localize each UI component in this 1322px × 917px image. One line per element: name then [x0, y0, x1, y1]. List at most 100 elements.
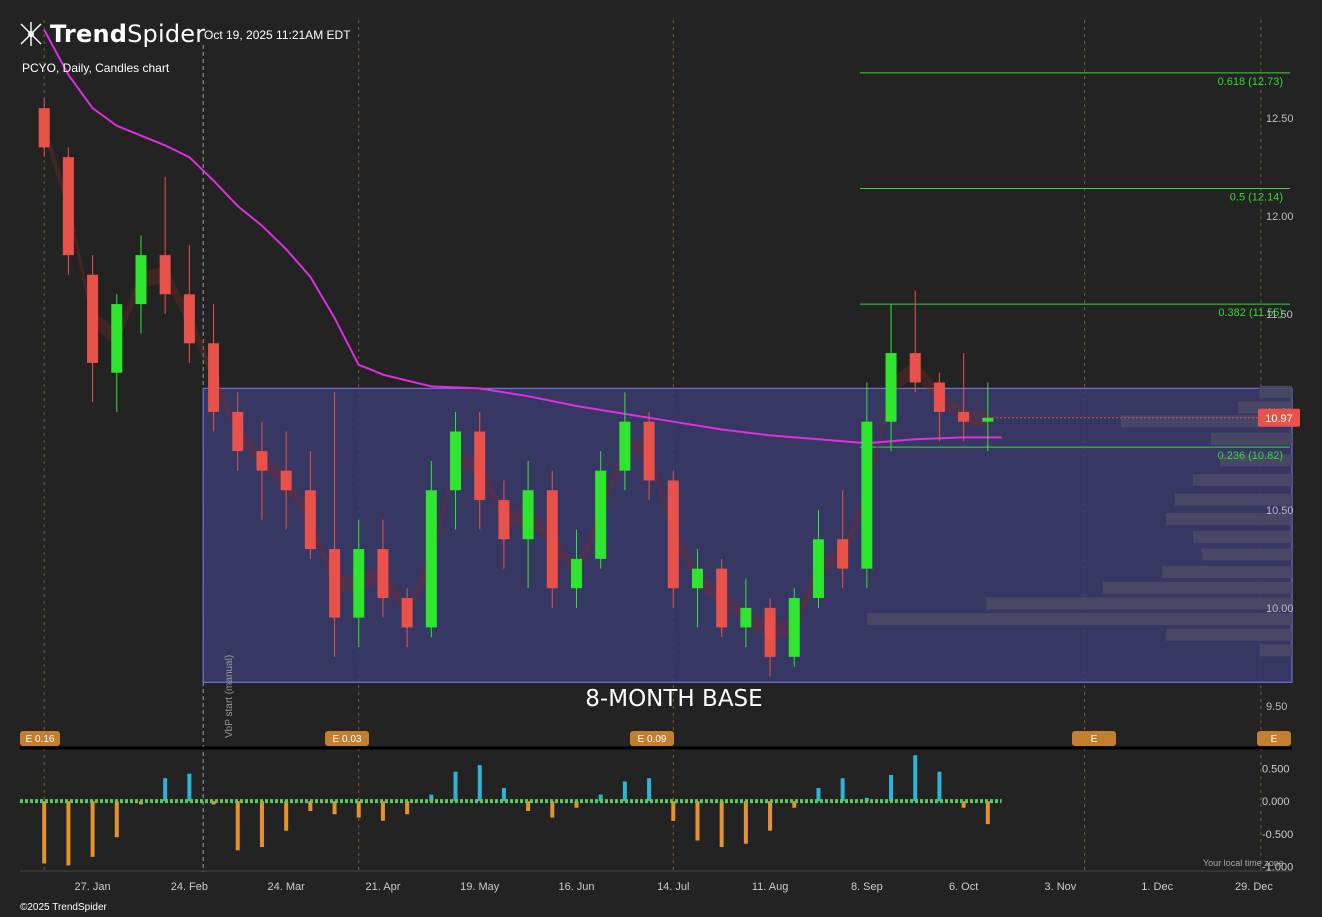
volume-profile-bar: [986, 597, 1292, 610]
osc-tick-label: -0.500: [1262, 829, 1293, 841]
candle: [982, 417, 994, 422]
symbol-line: PCYO, Daily, Candles chart: [22, 61, 170, 75]
spider-logo-icon: [20, 22, 42, 46]
candle: [450, 431, 462, 491]
chart-datetime: Oct 19, 2025 11:21AM EDT: [204, 28, 351, 42]
volume-profile-bar: [867, 613, 1292, 626]
candle: [909, 353, 921, 383]
candle: [329, 549, 341, 618]
earnings-tag-label: E 0.16: [26, 734, 55, 745]
candle: [280, 470, 292, 491]
vbp-start-label: VbP start (manual): [224, 655, 235, 738]
y-tick-label: 10.50: [1266, 505, 1294, 517]
candle: [87, 274, 99, 363]
x-tick-label: 27. Jan: [75, 881, 111, 893]
candle: [62, 157, 74, 256]
candle: [377, 549, 389, 599]
x-tick-label: 1. Dec: [1141, 881, 1173, 893]
x-tick-label: 29. Dec: [1235, 881, 1273, 893]
x-tick-label: 8. Sep: [851, 881, 883, 893]
candle: [546, 490, 558, 589]
volume-profile-bar: [1259, 644, 1292, 657]
candle: [667, 480, 679, 589]
candle: [159, 255, 171, 295]
earnings-tag: [325, 731, 369, 746]
candle: [691, 568, 703, 589]
volume-profile-bar: [1162, 566, 1292, 579]
fib-level-label: 0.5 (12.14): [1230, 192, 1283, 204]
candle: [353, 549, 365, 618]
earnings-tag: [630, 731, 674, 746]
x-tick-label: 14. Jul: [657, 881, 689, 893]
candle: [522, 490, 534, 540]
volume-profile-bar: [1193, 530, 1292, 543]
candle: [256, 451, 268, 471]
candle: [425, 490, 437, 628]
candle: [740, 607, 752, 628]
candle: [788, 598, 800, 657]
candle: [571, 558, 582, 589]
candle: [111, 304, 123, 373]
earnings-tag-label: E 0.09: [638, 734, 667, 745]
candle: [716, 568, 728, 628]
earnings-tag: [1072, 731, 1116, 746]
brand-name: TrendSpider: [50, 20, 206, 48]
ma-line: [43, 29, 1002, 445]
volume-profile-bar: [1193, 473, 1292, 486]
y-tick-label: 12.50: [1266, 113, 1294, 125]
y-tick-label: 9.50: [1266, 701, 1287, 713]
candle: [498, 500, 510, 540]
last-price-label: 10.97: [1265, 413, 1293, 425]
x-tick-label: 6. Oct: [949, 881, 978, 893]
x-tick-label: 3. Nov: [1045, 881, 1077, 893]
candle: [643, 421, 655, 481]
x-tick-label: 24. Feb: [171, 881, 208, 893]
candle: [958, 411, 970, 422]
volume-profile-bar: [1220, 454, 1292, 467]
x-tick-label: 24. Mar: [268, 881, 306, 893]
earnings-tag-label: E: [1091, 734, 1098, 745]
candle: [933, 382, 945, 412]
timezone-note: Your local time zone: [1203, 858, 1284, 868]
x-tick-label: 11. Aug: [752, 881, 789, 893]
y-tick-label: 10.00: [1266, 603, 1294, 615]
copyright: ©2025 TrendSpider: [20, 902, 107, 913]
osc-tick-label: 0.500: [1262, 763, 1290, 775]
osc-tick-label: -1.000: [1262, 862, 1293, 874]
volume-profile-bar: [1211, 432, 1292, 445]
last-price-tag: [1258, 408, 1300, 427]
candle: [208, 343, 220, 412]
candle: [764, 607, 776, 657]
candle: [38, 108, 50, 148]
candle: [837, 539, 849, 569]
earnings-tag-label: E 0.03: [333, 734, 362, 745]
candle: [183, 294, 195, 344]
base-box: [202, 387, 1293, 683]
x-tick-label: 19. May: [460, 881, 500, 893]
candle: [401, 598, 413, 628]
earnings-tag-label: E: [1271, 734, 1278, 745]
fib-level-label: 0.236 (10.82): [1218, 450, 1283, 462]
volume-profile-bar: [1166, 513, 1292, 526]
candle: [619, 421, 631, 471]
volume-profile-bar: [1175, 493, 1292, 506]
y-tick-label: 12.00: [1266, 211, 1294, 223]
x-tick-label: 21. Apr: [366, 881, 401, 893]
candle: [861, 421, 873, 569]
volume-profile-bar: [1202, 548, 1292, 561]
earnings-tag: [20, 731, 60, 746]
fib-level-label: 0.618 (12.73): [1218, 76, 1283, 88]
x-tick-label: 16. Jun: [558, 881, 594, 893]
candle: [812, 539, 824, 599]
candle: [135, 255, 147, 305]
candle: [232, 411, 244, 452]
base-annotation: 8-MONTH BASE: [585, 686, 762, 712]
volume-profile-bar: [1103, 581, 1292, 594]
candle: [595, 470, 607, 559]
trendspider-logo: TrendSpider: [18, 20, 205, 48]
candle: [885, 353, 897, 422]
candle: [304, 490, 316, 550]
fib-level-label: 0.382 (11.55): [1218, 307, 1283, 319]
candle: [474, 431, 486, 501]
